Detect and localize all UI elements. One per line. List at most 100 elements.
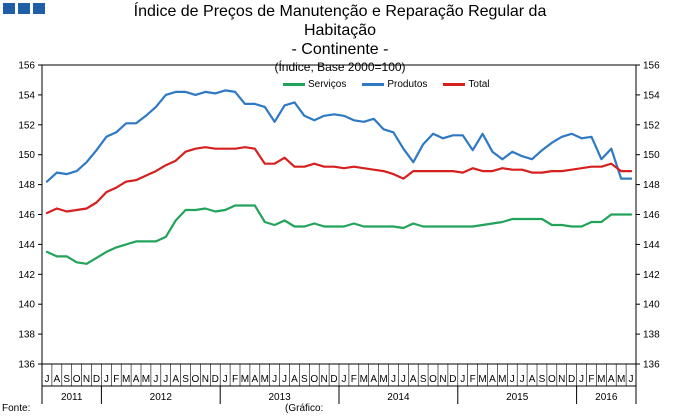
legend-item-produtos: Produtos: [362, 79, 427, 90]
x-tick-label-month: O: [548, 374, 556, 385]
y-tick-label-left: 148: [18, 180, 35, 191]
x-tick-label-month: J: [520, 374, 525, 385]
x-tick-label-month: A: [291, 374, 298, 385]
x-tick-label-month: N: [439, 374, 446, 385]
x-tick-label-month: M: [597, 374, 605, 385]
legend-label-produtos: Produtos: [387, 79, 428, 90]
x-tick-label-month: S: [539, 374, 546, 385]
x-tick-label-month: M: [142, 374, 150, 385]
x-tick-label-month: S: [420, 374, 427, 385]
x-tick-label-month: O: [192, 374, 200, 385]
series-line-produtos: [45, 89, 633, 183]
x-tick-label-month: M: [360, 374, 368, 385]
x-tick-label-month: N: [202, 374, 209, 385]
legend-label-servicos: Serviços: [308, 79, 347, 90]
y-tick-label-left: 136: [18, 360, 35, 371]
x-tick-label-month: A: [172, 374, 179, 385]
y-tick-label-right: 146: [643, 210, 660, 221]
y-tick-label-left: 154: [18, 90, 35, 101]
x-tick-label-month: J: [391, 374, 396, 385]
x-tick-label-month: J: [44, 374, 49, 385]
logo-square: [33, 3, 45, 14]
logo-square: [3, 3, 15, 14]
x-tick-label-month: J: [223, 374, 228, 385]
x-tick-label-month: J: [341, 374, 346, 385]
legend-swatch-servicos: [283, 83, 305, 86]
y-tick-label-right: 136: [643, 360, 660, 371]
x-tick-label-month: J: [401, 374, 406, 385]
y-tick-label-right: 148: [643, 180, 660, 191]
y-tick-label-left: 146: [18, 210, 35, 221]
brand-logo: [3, 3, 45, 14]
x-tick-label-month: F: [351, 374, 357, 385]
y-tick-label-left: 142: [18, 270, 35, 281]
chart-subtitle: - Continente -: [291, 41, 389, 58]
x-tick-label-month: J: [510, 374, 515, 385]
y-tick-label-right: 154: [643, 90, 660, 101]
x-tick-label-month: D: [449, 374, 456, 385]
x-tick-label-month: M: [498, 374, 506, 385]
y-tick-label-right: 150: [643, 150, 660, 161]
x-tick-label-month: A: [529, 374, 536, 385]
legend-swatch-produtos: [362, 83, 385, 86]
x-tick-label-month: D: [212, 374, 219, 385]
x-tick-label-month: M: [261, 374, 269, 385]
x-tick-label-month: D: [568, 374, 575, 385]
series-line-total: [45, 146, 633, 215]
x-tick-label-month: J: [282, 374, 287, 385]
x-tick-label-month: N: [558, 374, 565, 385]
x-tick-label-month: A: [54, 374, 61, 385]
chart-title: Índice de Preços de Manutenção e Reparaç…: [133, 3, 547, 20]
x-tick-label-month: O: [73, 374, 81, 385]
x-tick-label-month: N: [321, 374, 328, 385]
footer-source: Fonte:: [2, 403, 31, 414]
x-tick-label-month: F: [232, 374, 238, 385]
x-tick-label-month: A: [489, 374, 496, 385]
x-tick-label-month: S: [63, 374, 70, 385]
x-tick-label-month: J: [460, 374, 465, 385]
x-tick-label-month: F: [113, 374, 119, 385]
x-tick-label-month: F: [588, 374, 594, 385]
x-tick-label-month: A: [410, 374, 417, 385]
y-tick-label-right: 156: [643, 61, 660, 72]
x-tick-label-year: 2012: [150, 392, 173, 403]
x-tick-label-month: M: [379, 374, 387, 385]
x-tick-label-month: O: [429, 374, 437, 385]
y-tick-label-left: 140: [18, 300, 35, 311]
x-tick-label-year: 2011: [61, 392, 83, 403]
x-tick-label-month: A: [133, 374, 140, 385]
x-tick-label-month: F: [470, 374, 476, 385]
y-tick-label-left: 152: [18, 120, 35, 131]
x-tick-label-month: J: [629, 374, 634, 385]
x-tick-label-month: D: [93, 374, 100, 385]
series-line-servicos: [45, 204, 633, 265]
x-tick-label-month: J: [163, 374, 168, 385]
y-tick-label-left: 150: [18, 150, 35, 161]
y-tick-label-right: 140: [643, 300, 660, 311]
x-tick-label-year: 2016: [595, 392, 618, 403]
footer-chart-note: (Gráfico:: [285, 403, 324, 414]
x-tick-label-year: 2015: [506, 392, 529, 403]
unit-label: (Índice, Base 2000=100): [274, 60, 406, 74]
y-tick-label-right: 144: [643, 240, 660, 251]
y-tick-label-right: 142: [643, 270, 660, 281]
y-tick-label-right: 138: [643, 330, 660, 341]
legend-label-total: Total: [468, 79, 490, 90]
x-tick-label-year: 2013: [268, 392, 291, 403]
chart-legend: Serviços Produtos Total: [283, 79, 490, 90]
legend-item-total: Total: [443, 79, 490, 90]
x-tick-label-month: A: [608, 374, 615, 385]
plot-frame: [41, 64, 637, 365]
chart-title-line2: Habitação: [303, 22, 377, 39]
x-tick-label-month: D: [330, 374, 337, 385]
x-tick-label-month: J: [272, 374, 277, 385]
x-tick-label-month: A: [370, 374, 377, 385]
x-tick-label-month: M: [478, 374, 486, 385]
x-tick-label-month: J: [579, 374, 584, 385]
chart-title-block: Índice de Preços de Manutenção e Reparaç…: [0, 2, 680, 74]
y-tick-label-left: 138: [18, 330, 35, 341]
x-tick-label-month: J: [104, 374, 109, 385]
x-tick-label-month: O: [310, 374, 318, 385]
x-tick-label-month: N: [83, 374, 90, 385]
legend-swatch-total: [443, 83, 466, 86]
